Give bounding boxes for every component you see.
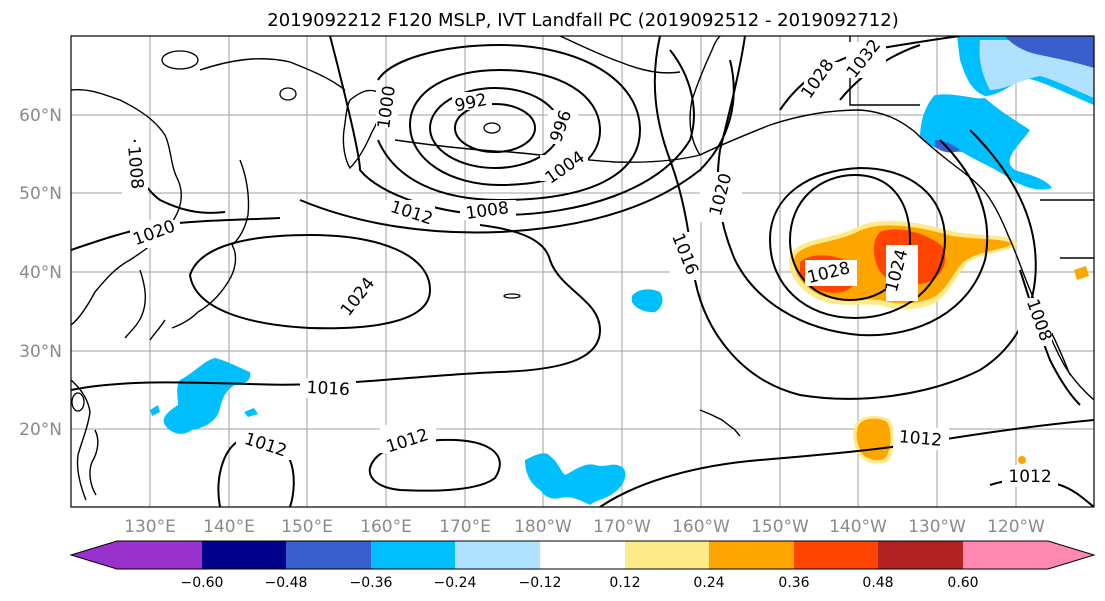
coast-asia-mainland [71, 88, 182, 326]
colorbar-tick: 0.12 [609, 575, 640, 591]
contour-1012-ring [299, 59, 735, 234]
contour-1012-south-east [599, 419, 1094, 507]
contour-label: 1012 [898, 427, 943, 451]
lon-label: 130°W [908, 517, 966, 537]
colorbar-swatch [878, 541, 963, 569]
colorbar-swatch [117, 541, 202, 569]
contour-1004 [377, 43, 642, 202]
lat-label: 30°N [19, 342, 62, 362]
ivt-positive-spot-south [1018, 456, 1026, 464]
colorbar-max-extend [1048, 541, 1094, 569]
contour-992 [454, 103, 536, 153]
lon-label: 130°E [124, 517, 176, 537]
contour-1016-west [71, 224, 602, 391]
colorbar-tick: −0.48 [265, 575, 308, 591]
coast-okhotsk [199, 58, 346, 91]
colorbar: −0.60 −0.48 −0.36 −0.24 −0.12 0.12 0.24 … [69, 540, 1096, 591]
contour-1024-west-high [188, 233, 432, 330]
coast-sakhalin [231, 159, 250, 246]
contour-1020-east [716, 36, 989, 337]
colorbar-tick: 0.36 [778, 575, 809, 591]
colorbar-min-extend [71, 541, 117, 569]
lon-label: 120°W [987, 517, 1045, 537]
lon-label: 150°E [281, 517, 333, 537]
ivt-negative-region-dateline [525, 453, 626, 505]
contour-1016-east [653, 36, 1037, 400]
colorbar-tick: 0.24 [693, 575, 724, 591]
colorbar-outline [69, 540, 1096, 570]
colorbar-tick: −0.24 [434, 575, 477, 591]
colorbar-tick: 0.48 [862, 575, 893, 591]
lon-label: 160°E [360, 517, 412, 537]
figure-title: 2019092212 F120 MSLP, IVT Landfall PC (2… [267, 10, 898, 31]
colorbar-tick: −0.12 [519, 575, 562, 591]
colorbar-swatch [540, 541, 625, 569]
coast-canada-bc [984, 191, 1027, 281]
coast-alaska-south [699, 109, 986, 193]
map-frame [70, 35, 1095, 508]
contour-label: 1008 [123, 145, 147, 190]
longitude-labels: 130°E 140°E 150°E 160°E 170°E 180°W 170°… [124, 517, 1045, 537]
ivt-negative-spot-west-pacific-a [150, 405, 160, 416]
lon-label: 170°W [593, 517, 651, 537]
ivt-negative-region-west-pacific [163, 358, 251, 434]
map-content: 992 996 1000 1004 1008 1012 1008 1020 10… [71, 36, 1094, 507]
lon-label: 180°W [514, 517, 572, 537]
lon-label: 150°W [751, 517, 809, 537]
ivt-negative-core-alaska-north [1005, 36, 1094, 68]
contour-1024-east-high [768, 166, 947, 320]
colorbar-swatch [455, 541, 540, 569]
ivt-positive-spot-mexico [1074, 266, 1089, 280]
coast-bering [559, 36, 681, 74]
ivt-negative-core-alaska-coast [935, 140, 960, 153]
colorbar-tick: 0.60 [947, 575, 978, 591]
contour-label: 1012 [1008, 467, 1051, 487]
lat-label: 50°N [19, 184, 62, 204]
contour-1028-east-high [788, 173, 912, 302]
coast-korea [124, 269, 147, 339]
coast-philippines [89, 429, 99, 496]
colorbar-tick: −0.60 [181, 575, 224, 591]
ivt-negative-region-central [632, 289, 663, 313]
colorbar-swatch [286, 541, 371, 569]
lon-label: 140°E [203, 517, 255, 537]
coast-japan [171, 244, 237, 329]
latitude-labels: 60°N 50°N 40°N 30°N 20°N [19, 106, 62, 440]
colorbar-swatch [794, 541, 878, 569]
colorbar-tick: −0.36 [350, 575, 393, 591]
lat-label: 40°N [19, 263, 62, 283]
lon-label: 140°W [829, 517, 887, 537]
colorbar-swatch [709, 541, 794, 569]
contour-1008-east [1019, 269, 1081, 406]
coast-japan-kyushu [149, 319, 166, 341]
lat-label: 20°N [19, 420, 62, 440]
lon-label: 160°W [672, 517, 730, 537]
islands [71, 50, 521, 412]
lat-label: 60°N [19, 106, 62, 126]
coast-hawaii [699, 409, 741, 437]
coast-alaska-west [689, 36, 721, 156]
contour-1000 [408, 68, 602, 187]
contour-label: 1016 [306, 378, 350, 400]
colorbar-swatch [371, 541, 455, 569]
coast-kamchatka [342, 89, 382, 170]
coast-china-east [71, 379, 91, 501]
contour-label-masks [122, 42, 1058, 487]
ivt-negative-shading [150, 36, 1094, 505]
lon-label: 170°E [439, 517, 491, 537]
colorbar-swatch [963, 541, 1048, 569]
colorbar-swatch [202, 541, 286, 569]
ivt-negative-spot-west-pacific-b [244, 408, 258, 417]
colorbar-swatch [625, 541, 709, 569]
